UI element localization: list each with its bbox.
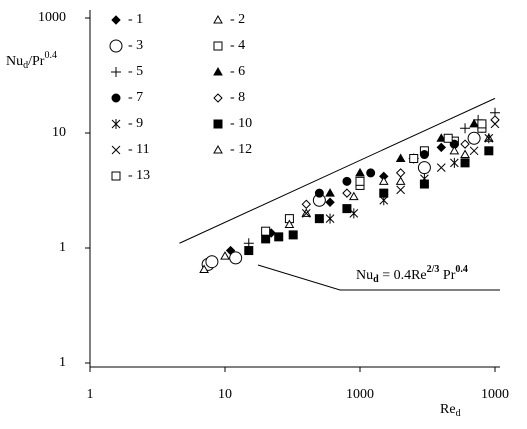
legend-label: - 13 — [128, 168, 150, 183]
y-tick-label: 1 — [59, 355, 66, 370]
marker — [467, 131, 481, 145]
legend-label: - 1 — [128, 12, 143, 27]
marker — [301, 199, 311, 209]
marker — [325, 188, 335, 197]
marker — [436, 142, 446, 153]
legend-marker — [111, 67, 121, 77]
marker — [450, 157, 459, 168]
marker — [417, 161, 431, 175]
marker — [460, 158, 470, 168]
marker — [395, 176, 406, 185]
marker — [274, 232, 284, 242]
legend-marker — [213, 93, 223, 103]
legend-label: - 10 — [230, 116, 252, 131]
marker — [449, 145, 460, 155]
legend-marker — [111, 145, 121, 155]
legend-marker — [213, 144, 223, 154]
y-tick-label: 1000 — [38, 10, 66, 25]
x-axis-label: Red — [440, 402, 461, 419]
marker — [460, 139, 470, 149]
marker — [342, 204, 352, 214]
x-tick-label: 1 — [87, 387, 94, 402]
marker — [261, 234, 271, 244]
marker — [325, 213, 335, 224]
legend-marker — [213, 66, 223, 76]
marker — [205, 255, 219, 269]
marker — [301, 209, 311, 218]
marker — [484, 133, 494, 144]
marker — [436, 133, 447, 142]
marker — [419, 150, 429, 160]
legend-label: - 11 — [128, 142, 150, 157]
legend-label: - 9 — [128, 116, 143, 131]
x-tick-label: 1000 — [346, 387, 374, 402]
legend-marker — [213, 119, 223, 129]
marker — [229, 251, 243, 265]
marker — [436, 163, 446, 172]
fit-line — [179, 97, 496, 244]
marker — [460, 149, 470, 159]
marker — [284, 219, 295, 229]
legend-label: - 5 — [128, 64, 143, 79]
marker — [288, 230, 298, 240]
legend-marker — [213, 14, 223, 24]
marker — [469, 146, 479, 156]
marker — [395, 153, 406, 163]
legend-label: - 3 — [128, 38, 143, 53]
marker — [378, 176, 389, 185]
marker — [314, 214, 324, 224]
legend-marker — [111, 93, 121, 103]
legend-label: - 6 — [230, 64, 245, 79]
legend-marker — [111, 171, 121, 181]
marker — [325, 197, 335, 207]
legend-marker — [111, 119, 121, 129]
x-tick-label: 10 — [218, 387, 232, 402]
y-tick-label: 1 — [59, 240, 66, 255]
annotation: Nud = 0.4Re2/3 Pr0.4 — [356, 264, 468, 285]
marker — [261, 226, 271, 236]
legend-marker — [213, 41, 223, 51]
marker — [199, 264, 209, 274]
marker — [395, 168, 406, 178]
marker — [342, 188, 352, 198]
legend-label: - 12 — [230, 142, 252, 157]
legend-label: - 8 — [230, 90, 245, 105]
marker — [443, 133, 453, 143]
marker — [379, 188, 389, 198]
marker — [490, 115, 500, 125]
marker — [396, 185, 405, 195]
marker — [469, 118, 479, 128]
marker — [477, 119, 487, 129]
marker — [460, 123, 471, 134]
legend-marker — [111, 15, 121, 25]
marker — [314, 188, 324, 198]
y-tick-label: 10 — [52, 125, 66, 140]
marker — [355, 167, 365, 177]
marker — [342, 176, 352, 186]
x-tick-label: 1000 — [481, 387, 509, 402]
marker — [244, 246, 254, 256]
marker — [484, 146, 494, 156]
leader-line — [257, 264, 500, 291]
marker — [220, 251, 230, 260]
legend-label: - 7 — [128, 90, 143, 105]
marker — [490, 119, 500, 129]
marker — [366, 168, 376, 178]
marker — [409, 154, 419, 164]
legend-label: - 4 — [230, 38, 245, 53]
marker — [348, 191, 359, 201]
marker — [419, 179, 429, 189]
y-axis-label: Nud/Pr0.4 — [6, 50, 57, 71]
marker — [355, 176, 365, 186]
legend-marker — [109, 39, 123, 53]
legend-label: - 2 — [230, 12, 245, 27]
